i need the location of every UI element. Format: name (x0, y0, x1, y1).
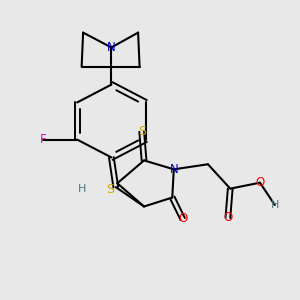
Text: S: S (106, 183, 114, 196)
Text: O: O (178, 212, 187, 226)
Text: H: H (271, 200, 279, 210)
Text: N: N (107, 41, 116, 54)
Text: H: H (77, 184, 86, 194)
Text: O: O (223, 211, 232, 224)
Text: S: S (138, 125, 146, 138)
Text: N: N (169, 163, 178, 176)
Text: F: F (40, 133, 46, 146)
Text: O: O (255, 176, 265, 189)
